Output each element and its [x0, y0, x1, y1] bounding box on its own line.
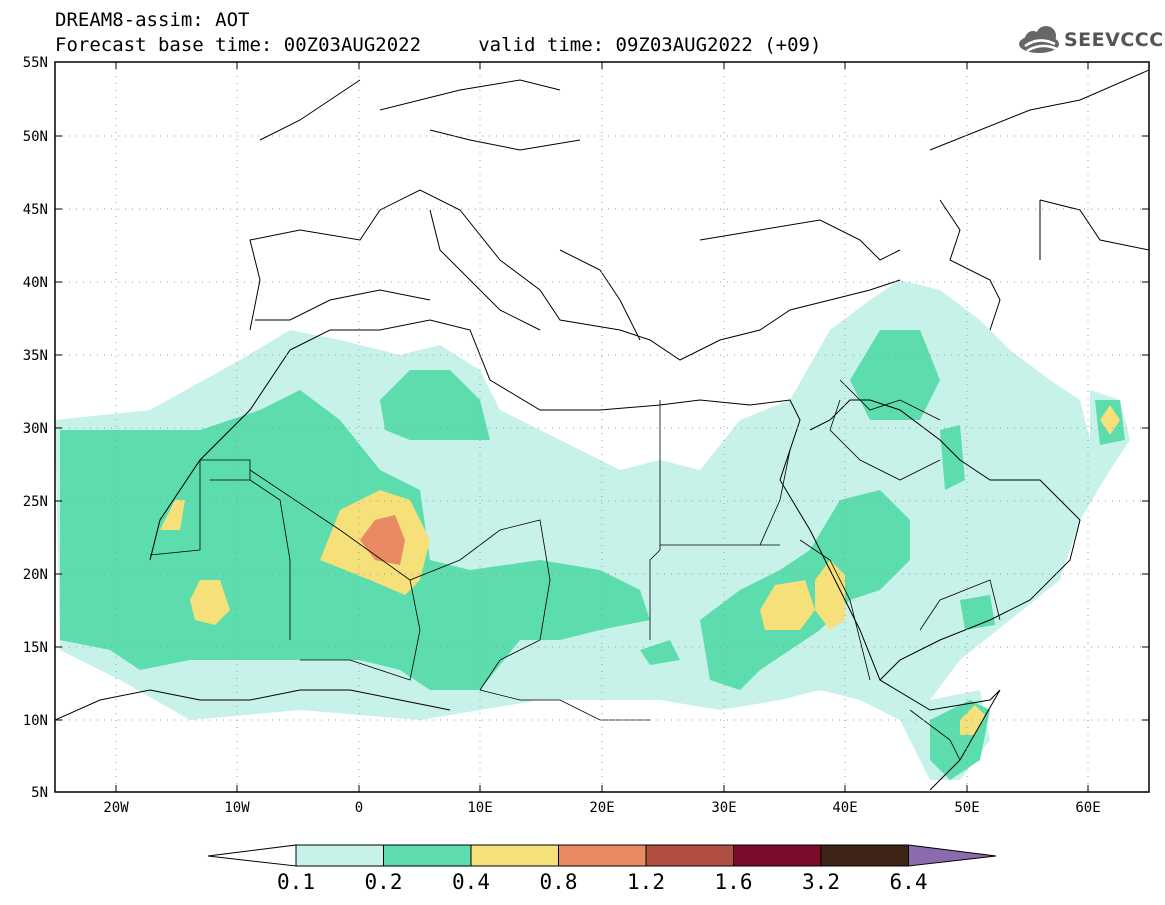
colorbar-label: 1.2 — [627, 870, 665, 894]
latitude-labels: 55N 50N 45N 40N 35N 30N 25N 20N 15N 10N … — [23, 55, 48, 801]
colorbar-label: 3.2 — [802, 870, 840, 894]
lat-label: 10N — [23, 713, 48, 729]
cloud-icon — [1019, 26, 1059, 53]
colorbar-label: 6.4 — [889, 870, 928, 894]
colorbar-label: 0.1 — [277, 870, 315, 894]
seevccc-logo — [1019, 26, 1059, 53]
colorbar-segment — [207, 844, 297, 867]
lat-label: 20N — [23, 567, 48, 583]
aot-field — [55, 280, 1130, 780]
colorbar-label: 0.4 — [452, 870, 490, 894]
lat-label: 30N — [23, 421, 48, 437]
colorbar-segment — [295, 844, 384, 867]
lat-label: 15N — [23, 640, 48, 656]
colorbar-segment — [470, 844, 559, 867]
tick-marks — [55, 61, 1149, 792]
lat-label: 35N — [23, 348, 48, 364]
lon-label: 30E — [711, 800, 736, 816]
lat-label: 55N — [23, 55, 48, 71]
lat-label: 50N — [23, 129, 48, 145]
lon-label: 10E — [467, 800, 492, 816]
colorbar-label: 1.6 — [714, 870, 753, 894]
colorbar-segment — [383, 844, 472, 867]
gridlines — [55, 62, 1149, 792]
lon-label: 60E — [1075, 800, 1100, 816]
lon-label: 40E — [832, 800, 857, 816]
lon-label: 20W — [103, 800, 129, 816]
colorbar-segment — [645, 844, 734, 867]
colorbar-segment — [558, 844, 647, 867]
borders — [149, 379, 1001, 761]
colorbar — [207, 844, 997, 867]
longitude-labels: 20W 10W 0 10E 20E 30E 40E 50E 60E — [103, 800, 1100, 816]
lat-label: 45N — [23, 202, 48, 218]
colorbar-segment — [908, 844, 997, 867]
logo-text: SEEVCCC — [1064, 29, 1164, 51]
colorbar-label: 0.8 — [539, 870, 578, 894]
lat-label: 25N — [23, 494, 48, 510]
colorbar-segment — [820, 844, 909, 867]
colorbar-label: 0.2 — [364, 870, 403, 894]
map-title: DREAM8-assim: AOT — [55, 9, 250, 31]
lon-label: 20E — [589, 800, 614, 816]
lon-label: 10W — [224, 800, 250, 816]
colorbar-segment — [733, 844, 822, 867]
lat-label: 40N — [23, 275, 48, 291]
lon-label: 0 — [355, 800, 363, 816]
forecast-time-subtitle: Forecast base time: 00Z03AUG2022 valid t… — [55, 34, 822, 56]
coastlines — [55, 69, 1149, 791]
lat-label: 5N — [31, 785, 48, 801]
lon-label: 50E — [954, 800, 979, 816]
